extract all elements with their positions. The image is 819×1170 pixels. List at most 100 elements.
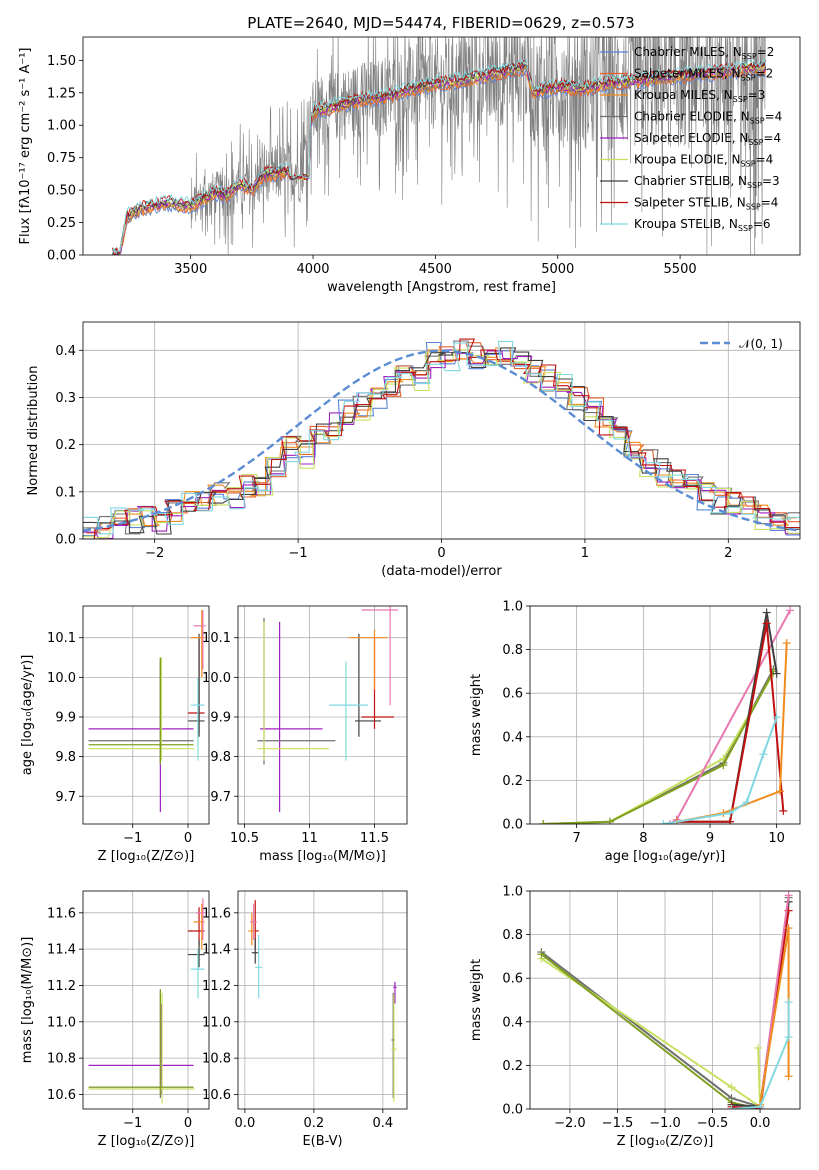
y-tick-label: 1.0 <box>502 885 523 900</box>
legend-entry-label: Chabrier MILES, NSSP=2 <box>634 45 774 61</box>
massweight-line <box>540 957 762 1109</box>
observed-spectrum-line <box>117 37 766 255</box>
plot-area <box>537 891 793 1109</box>
chart-age-vs-mass: 10.5 11 11.5 9.7 9.8 9.9 10.0 10.1 mass [log₁₀(M… <box>202 605 408 864</box>
y-tick-label: 0.0 <box>55 533 76 548</box>
x-tick-label: −2 <box>145 546 164 561</box>
y-tick-label: 10.0 <box>47 671 76 686</box>
x-axis-label: (data-model)/error <box>381 564 502 579</box>
x-tick-label: 0 <box>184 1116 192 1131</box>
model-spectrum-line <box>111 58 767 254</box>
y-tick-label: 11.4 <box>202 943 231 958</box>
x-tick-label: 0.0 <box>750 1116 771 1131</box>
y-tick-label: 1.00 <box>47 119 76 134</box>
histogram-step-line <box>85 347 797 529</box>
y-tick-label: 10.8 <box>47 1052 76 1067</box>
y-tick-label: 0.0 <box>502 1103 523 1118</box>
y-tick-label: 10.6 <box>202 1088 231 1103</box>
legend-entry-label: Salpeter ELODIE, NSSP=4 <box>634 131 781 147</box>
x-tick-label: −1 <box>123 831 142 846</box>
histogram-step-line <box>83 349 800 539</box>
legend-label-sub: SSP <box>742 52 757 61</box>
x-tick-label: 11.5 <box>360 831 389 846</box>
legend-label-suffix: =4 <box>761 196 779 210</box>
legend-normal-label: 𝒩(0, 1) <box>739 337 783 351</box>
x-tick-label: 0 <box>437 546 445 561</box>
histogram-step-line <box>83 340 800 535</box>
x-axis-label: E(B-V) <box>302 1134 342 1149</box>
plot-area <box>88 609 206 813</box>
y-tick-label: 0.1 <box>55 485 76 500</box>
x-tick-label: 11 <box>301 831 318 846</box>
y-tick-label: 0.4 <box>502 730 523 745</box>
histogram-step-line <box>83 347 800 535</box>
axes-frame <box>237 890 408 1110</box>
x-axis-label: mass [log₁₀(M/M⊙)] <box>259 849 386 864</box>
model-spectrum-line <box>112 67 767 255</box>
x-axis-label: wavelength [Angstrom, rest frame] <box>327 280 556 295</box>
y-tick-label: 9.8 <box>210 750 231 765</box>
legend-label-main: Salpeter STELIB, N <box>634 196 746 210</box>
y-tick-label: 0.0 <box>502 818 523 833</box>
legend-label-sub: SSP <box>747 181 762 190</box>
y-tick-label: 11.0 <box>47 1015 76 1030</box>
y-axis-label: Flux [fλ10⁻¹⁷ erg cm⁻² s⁻¹ A⁻¹] <box>18 48 33 245</box>
legend-label-main: Chabrier STELIB, N <box>634 174 747 188</box>
x-tick-label: 3500 <box>174 262 207 277</box>
histogram-step-line <box>83 338 800 539</box>
y-tick-label: 0.8 <box>502 928 523 943</box>
y-tick-label: 0.8 <box>502 643 523 658</box>
massweight-line <box>543 670 775 824</box>
chart-massweight-vs-Z: −2.0 −1.5 −1.0 −0.5 0.0 0.0 0.2 0.4 0.6 0.8 1.0 Z [… <box>469 885 801 1149</box>
legend-label-sub: SSP <box>741 160 756 169</box>
normal-curve-line <box>83 349 800 532</box>
chart-spectrum: 3500 4000 4500 5000 5500 0.00 0.25 0.50 0.75 1.00… <box>18 36 801 295</box>
y-tick-label: 10.0 <box>202 671 231 686</box>
figure-title: PLATE=2640, MJD=54474, FIBERID=0629, z=0… <box>247 14 634 32</box>
y-tick-label: 1.0 <box>502 600 523 615</box>
y-axis-label: age [log₁₀(age/yr)] <box>20 655 35 776</box>
plot-area <box>88 898 206 1104</box>
x-tick-label: −1.5 <box>602 1116 634 1131</box>
massweight-line <box>731 1002 790 1109</box>
x-tick-label: −1 <box>123 1116 142 1131</box>
legend-entry-label: Kroupa ELODIE, NSSP=4 <box>634 153 773 169</box>
y-axis-label: Normed distribution <box>26 366 41 496</box>
x-tick-label: 4500 <box>419 262 452 277</box>
y-tick-label: 11.6 <box>47 906 76 921</box>
legend-label-sub: SSP <box>741 74 756 83</box>
y-tick-label: 0.50 <box>47 184 76 199</box>
legend-entry-label: Salpeter MILES, NSSP=2 <box>634 67 773 83</box>
y-tick-label: 0.4 <box>55 344 76 359</box>
legend-entry-label: Chabrier STELIB, NSSP=3 <box>634 174 780 190</box>
x-axis-label: Z [log₁₀(Z/Z⊙)] <box>617 1134 714 1149</box>
x-tick-label: −0.5 <box>697 1116 729 1131</box>
y-tick-label: 0.25 <box>47 216 76 231</box>
model-spectrum-line <box>112 65 767 255</box>
x-tick-label: 10.5 <box>230 831 259 846</box>
x-tick-label: 0.4 <box>373 1116 394 1131</box>
legend-label-sub: SSP <box>746 203 761 212</box>
massweight-line <box>543 673 775 824</box>
y-tick-label: 10.1 <box>202 631 231 646</box>
chart-residual-hist: −2 −1 0 1 2 0.0 0.1 0.2 0.3 0.4 (data-model)/error… <box>26 321 801 579</box>
x-tick-label: 5500 <box>664 262 697 277</box>
legend-label-suffix: =3 <box>748 88 766 102</box>
legend-label-suffix: =4 <box>765 110 783 124</box>
chart-massweight-vs-age: 7 8 9 10 0.0 0.2 0.4 0.6 0.8 1.0 age [log₁₀(age/yr… <box>469 600 801 864</box>
legend-label-suffix: =6 <box>753 217 771 231</box>
plot-area <box>111 37 767 255</box>
y-tick-label: 10.8 <box>202 1052 231 1067</box>
massweight-line <box>543 668 775 824</box>
y-tick-label: 0.2 <box>502 1059 523 1074</box>
y-tick-label: 11.0 <box>202 1015 231 1030</box>
x-tick-label: 5000 <box>541 262 574 277</box>
x-tick-label: 0.2 <box>304 1116 325 1131</box>
x-tick-label: 1 <box>581 546 589 561</box>
y-tick-label: 9.8 <box>55 750 76 765</box>
legend-label-main: Salpeter ELODIE, N <box>634 131 748 145</box>
x-tick-label: 10 <box>768 831 785 846</box>
x-tick-label: −2.0 <box>554 1116 586 1131</box>
x-tick-label: 2 <box>724 546 732 561</box>
